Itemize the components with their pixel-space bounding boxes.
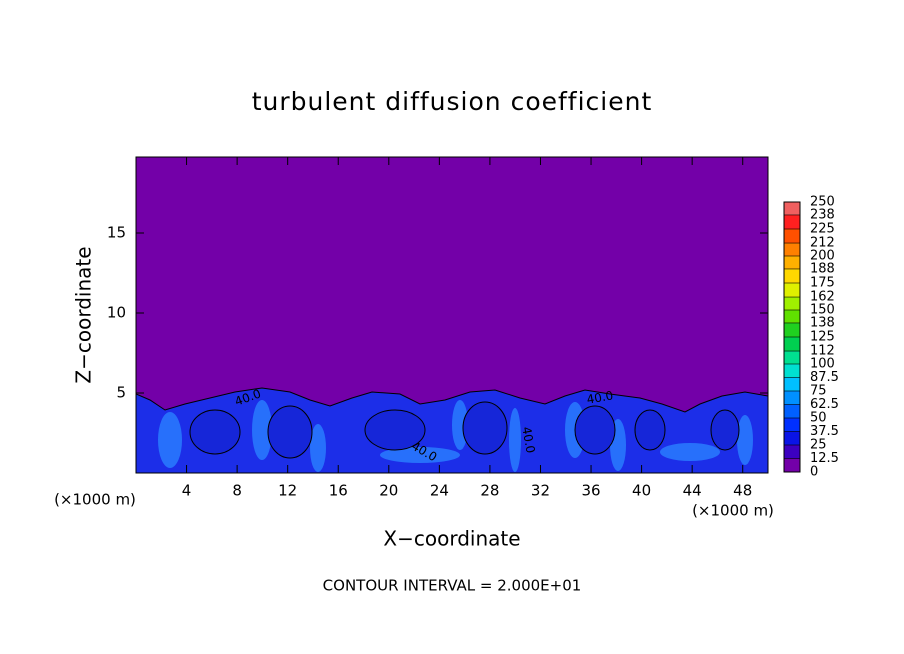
colorbar-swatch [784,418,800,432]
colorbar-label: 212 [810,236,835,251]
contour-label: 40.0 [586,388,615,406]
x-tick-label: 4 [182,482,192,500]
colorbar-label: 200 [810,249,835,264]
colorbar-swatch [784,322,800,337]
colorbar-label: 12.5 [810,451,839,466]
colorbar-label: 238 [810,207,835,222]
x-tick-label: 24 [430,482,449,500]
x-unit-label: (×1000 m) [692,502,774,520]
colorbar-label: 50 [810,411,827,426]
x-tick-label: 40 [632,482,651,500]
colorbar-label: 0 [810,465,818,480]
y-tick-label: 5 [116,384,126,402]
colorbar-swatch [784,337,800,352]
colorbar-label: 150 [810,303,835,318]
colorbar-swatch [784,431,800,445]
chart-title: turbulent diffusion coefficient [252,87,653,116]
x-tick-label: 28 [480,482,499,500]
colorbar-swatch [784,404,800,418]
colorbar-label: 112 [810,344,835,359]
y-tick-label: 15 [107,224,126,242]
plot-frame [135,156,769,474]
x-tick-label: 20 [379,482,398,500]
colorbar-swatch [784,256,800,269]
x-tick-label: 44 [683,482,702,500]
colorbar-swatch [784,377,800,391]
colorbar-label: 225 [810,222,835,237]
colorbar-label: 188 [810,261,835,276]
x-tick-label: 16 [329,482,348,500]
contour-interval-note: CONTOUR INTERVAL = 2.000E+01 [323,577,582,595]
colorbar-label: 75 [810,384,827,399]
colorbar-swatch [784,297,800,310]
x-tick-label: 8 [232,482,242,500]
turbulent-layer [136,387,768,473]
x-tick-label: 48 [733,482,752,500]
colorbar-swatch [784,243,800,256]
y-tick-label: 10 [107,304,126,322]
colorbar-swatch [784,364,800,378]
colorbar-label: 138 [810,315,835,330]
colorbar-label: 25 [810,438,827,453]
colorbar-swatch [784,351,800,364]
x-axis-title: X−coordinate [383,527,520,551]
colorbar-label: 125 [810,330,835,345]
x-tick-label: 12 [278,482,297,500]
x-tick-label: 36 [581,482,600,500]
colorbar-label: 100 [810,357,835,372]
colorbar-swatch [784,214,800,229]
colorbar-swatch [784,229,800,244]
colorbar-label: 87.5 [810,370,839,385]
colorbar-swatch [784,445,800,459]
colorbar-label: 37.5 [810,424,839,439]
colorbar-label: 250 [810,195,835,210]
colorbar-label: 175 [810,276,835,291]
y-unit-label: (×1000 m) [54,491,136,509]
x-tick-label: 32 [531,482,550,500]
colorbar-swatch [784,458,800,472]
colorbar-label: 162 [810,290,835,305]
contour-label: 40.0 [519,426,537,455]
colorbar-label: 62.5 [810,397,839,412]
colorbar-swatch [784,391,800,405]
colorbar-swatch [784,202,800,215]
colorbar-swatch [784,283,800,298]
y-axis-title: Z−coordinate [72,246,96,383]
colorbar-swatch [784,268,800,283]
colorbar-swatch [784,310,800,323]
